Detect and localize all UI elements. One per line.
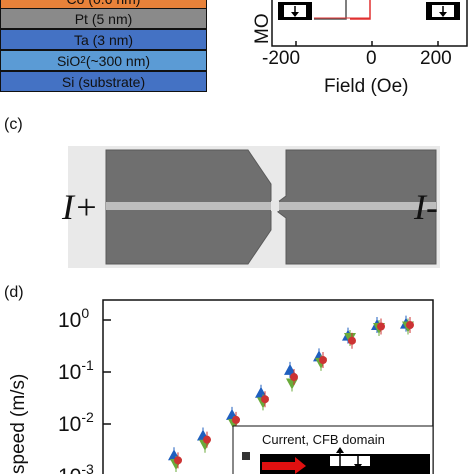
- terminal-i-minus: I-: [414, 187, 438, 227]
- y-tick-label: 10-2: [58, 409, 94, 436]
- terminal-i-plus: I+: [62, 187, 99, 227]
- down-arrowhead-icon: [291, 12, 299, 17]
- layer-3: SiO 2 (~300 nm): [0, 50, 207, 71]
- panel-label-d: (d): [4, 284, 24, 301]
- layer-1: Pt (5 nm): [0, 8, 207, 29]
- y-tick-label: 100: [58, 305, 89, 332]
- legend-square-icon: [242, 452, 250, 460]
- speed-chart-frame: [102, 299, 434, 474]
- hysteresis-branch-right: [350, 0, 371, 20]
- inset-legend-title: Current, CFB domain: [262, 432, 385, 447]
- down-arrowhead-icon: [439, 12, 447, 17]
- x-tick-neg200: -200: [262, 48, 301, 69]
- current-arrow-icon: [262, 457, 306, 474]
- hysteresis-ylabel: MO: [252, 13, 273, 44]
- panel-label-c: (c): [4, 116, 23, 133]
- hysteresis-plot: [271, 0, 468, 47]
- speed-chart: 100 10-1 10-2 10-3 Current, CFB domain: [58, 299, 434, 474]
- hysteresis-branch-left: [314, 0, 347, 20]
- layer-4: Si (substrate): [0, 71, 207, 92]
- hysteresis-frame: [271, 0, 468, 47]
- y-tick-label: 10-1: [58, 357, 94, 384]
- x-tick-0: 0: [366, 48, 377, 69]
- device-micrograph: [68, 146, 440, 268]
- layer-2: Ta (3 nm): [0, 29, 207, 50]
- x-tick-200: 200: [420, 48, 452, 69]
- y-tick-label: 10-3: [58, 461, 94, 474]
- hysteresis-xlabel: Field (Oe): [324, 76, 409, 97]
